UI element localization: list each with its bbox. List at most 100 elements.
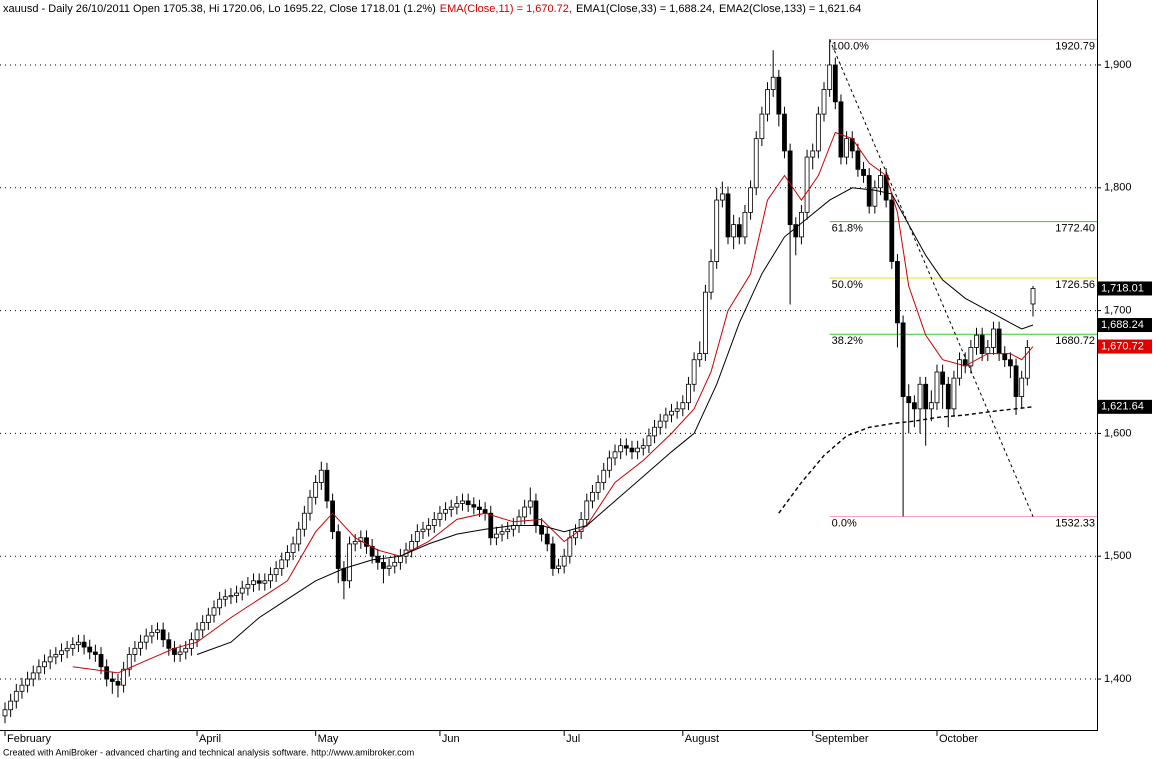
fib-value: 1680.72 bbox=[1055, 335, 1095, 347]
candle-body bbox=[115, 681, 121, 686]
candle-body bbox=[460, 500, 465, 504]
candle-body bbox=[494, 533, 499, 539]
candle-body bbox=[968, 347, 974, 367]
candle-body bbox=[426, 525, 432, 530]
candle-body bbox=[872, 187, 878, 207]
candle-body bbox=[770, 76, 776, 90]
price-tag-label: 1,688.24 bbox=[1101, 319, 1144, 331]
candle-body bbox=[25, 678, 30, 686]
footer: Created with AmiBroker - advanced charti… bbox=[3, 747, 414, 757]
legend-entry: EMA(Close,11) = 1,670.72, bbox=[440, 3, 572, 15]
candle-body bbox=[205, 614, 211, 623]
candle-body bbox=[386, 565, 392, 569]
fib-label: 100.0% bbox=[832, 40, 870, 52]
candle-body bbox=[556, 565, 561, 569]
x-tick-label: May bbox=[318, 733, 339, 745]
candle-body bbox=[471, 504, 477, 508]
candle-body bbox=[234, 592, 239, 596]
candle-body bbox=[911, 402, 917, 410]
candle-body bbox=[1019, 377, 1025, 397]
trendline bbox=[829, 39, 1034, 517]
candle-body bbox=[454, 503, 460, 508]
candle-body bbox=[42, 661, 47, 668]
candle-body bbox=[991, 328, 996, 348]
candle-body bbox=[855, 150, 861, 170]
candle-body bbox=[1030, 288, 1036, 305]
candle-body bbox=[392, 561, 398, 567]
candle-body bbox=[996, 328, 1002, 354]
candle-body bbox=[200, 622, 206, 631]
candle-body bbox=[618, 445, 624, 453]
candle-body bbox=[533, 500, 539, 526]
candle-body bbox=[714, 199, 720, 262]
candle-body bbox=[2, 709, 8, 717]
candle-body bbox=[431, 518, 437, 526]
price-tag bbox=[1098, 339, 1152, 354]
candle-body bbox=[448, 506, 454, 510]
candle-body bbox=[595, 482, 601, 493]
candle-body bbox=[465, 500, 471, 506]
candle-body bbox=[787, 150, 793, 226]
candle-body bbox=[177, 651, 183, 655]
candle-body bbox=[838, 101, 844, 158]
candle-body bbox=[810, 150, 816, 158]
x-tick-label: September bbox=[815, 733, 869, 745]
price-tag bbox=[1098, 318, 1152, 333]
candle-body bbox=[296, 528, 302, 545]
candle-body bbox=[87, 646, 93, 653]
fib-label: 61.8% bbox=[832, 223, 863, 235]
fib-label: 0.0% bbox=[832, 517, 857, 529]
candle-body bbox=[957, 359, 962, 379]
fib-value: 1532.33 bbox=[1055, 517, 1095, 529]
candle-body bbox=[352, 541, 358, 545]
price-tag bbox=[1098, 281, 1152, 296]
x-tick-label: Jul bbox=[566, 733, 580, 745]
candle-body bbox=[708, 261, 714, 293]
candle-body bbox=[307, 496, 313, 514]
candle-body bbox=[895, 261, 900, 324]
x-tick-label: August bbox=[685, 733, 719, 745]
candle-body bbox=[629, 447, 635, 453]
candle-body bbox=[109, 678, 115, 682]
candle-body bbox=[70, 644, 76, 649]
candle-body bbox=[126, 654, 132, 670]
fib-value: 1772.40 bbox=[1055, 223, 1095, 235]
indicator-line bbox=[72, 131, 1034, 674]
candle-body bbox=[482, 509, 488, 514]
candle-body bbox=[691, 359, 697, 385]
y-tick-label: 1,400 bbox=[1104, 673, 1132, 685]
candle-body bbox=[567, 537, 573, 557]
candle-body bbox=[347, 543, 352, 582]
candle-body bbox=[979, 334, 985, 354]
candle-body bbox=[804, 156, 810, 213]
y-tick-label: 1,600 bbox=[1104, 427, 1132, 439]
candle-body bbox=[13, 690, 19, 702]
fib-value: 1920.79 bbox=[1055, 40, 1095, 52]
candle-body bbox=[900, 322, 906, 397]
candle-body bbox=[612, 451, 618, 459]
price-tag-label: 1,621.64 bbox=[1101, 401, 1144, 413]
candle-body bbox=[697, 353, 703, 361]
candle-body bbox=[273, 568, 279, 576]
candle-body bbox=[793, 224, 799, 238]
candle-body bbox=[318, 469, 324, 483]
candle-body bbox=[335, 531, 341, 569]
candle-body bbox=[861, 168, 866, 176]
candle-body bbox=[211, 607, 217, 616]
candle-body bbox=[285, 552, 290, 561]
candle-body bbox=[397, 555, 403, 563]
candle-body bbox=[1013, 365, 1019, 397]
candle-body bbox=[827, 64, 833, 90]
candle-body bbox=[940, 371, 946, 385]
candle-body bbox=[606, 457, 612, 471]
candle-body bbox=[680, 402, 686, 410]
candle-body bbox=[268, 574, 273, 582]
candle-body bbox=[251, 580, 256, 585]
candle-body bbox=[53, 654, 59, 658]
candle-body bbox=[160, 629, 166, 641]
candle-body bbox=[889, 199, 895, 262]
candle-body bbox=[8, 700, 14, 711]
x-tick-label: Jun bbox=[442, 733, 460, 745]
